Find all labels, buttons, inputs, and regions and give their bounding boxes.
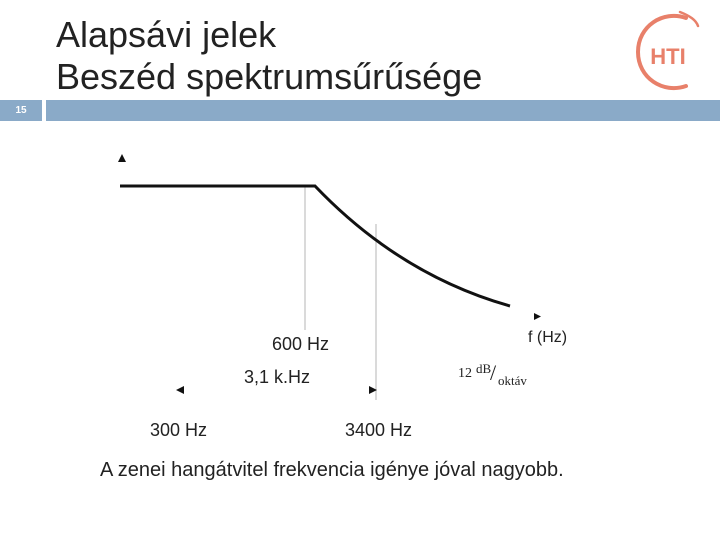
label-f-hz: f (Hz) xyxy=(528,329,568,346)
right-band-arrow xyxy=(369,386,377,394)
title-bar xyxy=(46,100,720,121)
rolloff-slash: / xyxy=(490,360,497,385)
rolloff-db: dB xyxy=(476,361,492,376)
label-600hz: 600 Hz xyxy=(272,334,330,354)
label-3-1khz: 3,1 k.Hz xyxy=(244,367,311,387)
logo-text: HTI xyxy=(650,44,685,69)
slide-title: Alapsávi jelek Beszéd spektrumsűrűsége xyxy=(56,14,482,98)
spectrum-curve xyxy=(120,184,511,308)
label-300hz: 300 Hz xyxy=(150,420,208,440)
y-axis-arrow xyxy=(118,154,126,162)
left-band-arrow xyxy=(176,386,184,394)
slide-number: 15 xyxy=(0,100,42,121)
label-3400hz: 3400 Hz xyxy=(345,420,413,440)
rolloff-unit: oktáv xyxy=(498,373,527,388)
caption: A zenei hangátvitel frekvencia igénye jó… xyxy=(100,459,564,481)
f-axis-arrow xyxy=(534,313,541,320)
title-line-1: Alapsávi jelek xyxy=(56,14,277,55)
rolloff-number: 12 xyxy=(458,366,472,381)
title-line-2: Beszéd spektrumsűrűsége xyxy=(56,56,483,97)
rolloff-label: 12 dB / oktáv xyxy=(458,360,548,390)
hti-logo: HTI xyxy=(635,10,700,90)
